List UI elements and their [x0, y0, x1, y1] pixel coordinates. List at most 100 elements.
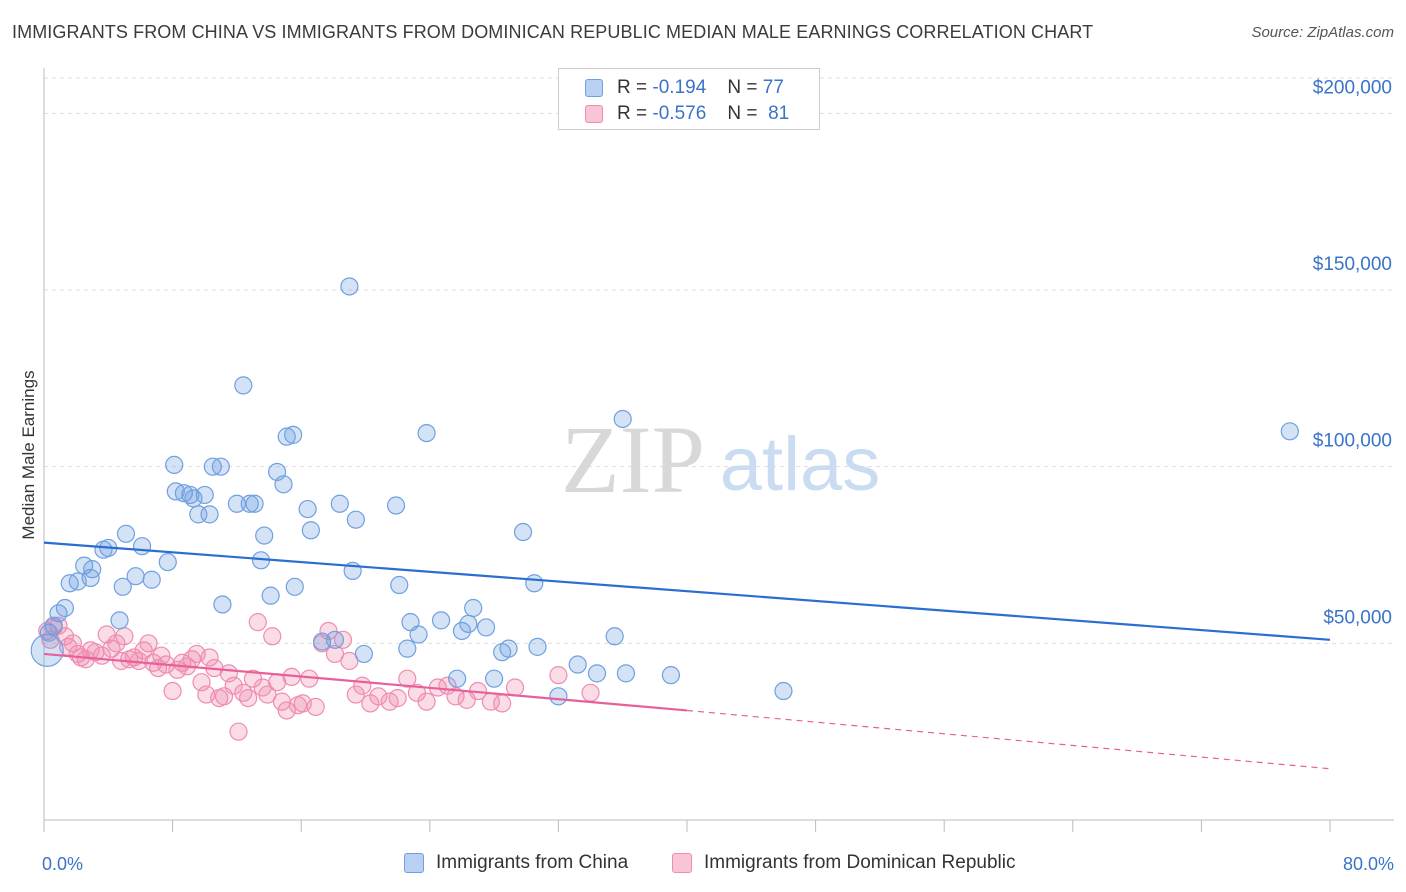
china-point: [587, 664, 607, 683]
dominican-point: [248, 613, 267, 632]
china-point: [261, 586, 280, 605]
dominican-point: [505, 678, 525, 697]
axes: [43, 68, 1394, 832]
china-point: [354, 644, 373, 664]
y-tick-label: $100,000: [1313, 431, 1392, 452]
china-point: [398, 639, 417, 658]
dominican-trend-extension: [686, 709, 1331, 770]
dominican-legend-swatch: [672, 853, 692, 873]
dominican-point: [239, 688, 258, 708]
china-point: [126, 567, 145, 586]
dominican-point: [63, 634, 83, 653]
china-point: [113, 577, 132, 596]
trend-lines: [43, 541, 1331, 770]
chart-title: IMMIGRANTS FROM CHINA VS IMMIGRANTS FROM…: [12, 22, 1094, 42]
legend-r-label: R =: [617, 103, 648, 124]
dominican-point: [229, 722, 248, 741]
y-tick-label: $150,000: [1313, 254, 1392, 275]
dominican-point: [139, 634, 158, 653]
dominican-points: [38, 613, 600, 741]
dominican-point: [353, 676, 372, 695]
china-point: [340, 277, 359, 296]
china-point: [30, 633, 64, 668]
dominican-point: [234, 683, 253, 702]
china-point: [448, 669, 467, 688]
china-point: [390, 575, 409, 595]
china-point: [417, 424, 436, 443]
dominican-point: [340, 651, 359, 671]
china-point: [1280, 422, 1299, 441]
china-point: [513, 522, 533, 542]
dominican-point: [306, 697, 325, 717]
china-point: [240, 494, 259, 513]
china-point: [213, 595, 232, 614]
watermark-atlas: atlas: [720, 422, 881, 507]
legend-n-dominican: 81: [768, 103, 790, 124]
dominican-trend-line: [43, 652, 688, 712]
legend-n-label: N =: [727, 103, 758, 124]
china-point: [613, 409, 632, 429]
dominican-point: [224, 676, 243, 695]
china-point: [476, 618, 496, 637]
china-point: [245, 494, 264, 513]
china-point: [616, 664, 636, 683]
china-point: [605, 627, 624, 646]
china-point: [525, 574, 544, 593]
dominican-point: [115, 627, 134, 646]
dominican-point: [163, 681, 182, 701]
china-point: [195, 485, 214, 505]
stats-legend: R = -0.194 N = 77 R = -0.576 N = 81: [558, 68, 820, 130]
china-point: [174, 484, 193, 503]
china-point: [431, 611, 451, 630]
china-point: [549, 687, 568, 706]
china-point: [211, 457, 230, 476]
dominican-swatch: [585, 105, 603, 123]
china-trend-line: [43, 541, 1331, 641]
y-tick-label: $50,000: [1323, 607, 1392, 628]
legend-n-china: 77: [762, 77, 784, 98]
dominican-point: [277, 701, 296, 720]
legend-r-dominican: -0.576: [652, 103, 707, 124]
china-legend-swatch: [404, 853, 424, 873]
china-point: [284, 425, 303, 444]
source-label: Source: ZipAtlas.com: [1251, 24, 1394, 41]
china-point: [661, 666, 681, 685]
china-point: [386, 496, 406, 515]
dominican-point: [263, 627, 282, 646]
china-point: [142, 570, 161, 589]
y-tick-label: $200,000: [1313, 77, 1392, 98]
legend-r-label: R =: [617, 77, 648, 98]
china-point: [499, 639, 518, 658]
dominican-point: [369, 687, 388, 706]
china-point: [568, 655, 587, 674]
china-point: [528, 637, 547, 656]
china-swatch: [585, 79, 603, 97]
dominican-point: [258, 685, 277, 704]
china-point: [464, 598, 483, 618]
dominican-point: [417, 692, 436, 711]
dominican-legend-label: Immigrants from Dominican Republic: [704, 852, 1016, 873]
china-point: [330, 494, 349, 513]
china-point: [200, 505, 219, 524]
dominican-point: [388, 688, 407, 708]
china-point: [55, 598, 74, 618]
dominican-point: [446, 687, 465, 706]
dominican-point: [200, 648, 219, 667]
dominican-point: [49, 616, 68, 635]
y-axis-label: Median Male Earnings: [19, 370, 38, 539]
china-point: [774, 681, 793, 701]
dominican-point: [549, 666, 568, 685]
china-point: [234, 376, 253, 395]
y-tick-labels: $50,000 $100,000 $150,000 $200,000: [1313, 77, 1392, 628]
china-point: [452, 621, 472, 641]
china-point: [274, 475, 293, 494]
china-point: [255, 526, 274, 545]
x-tick-min: 0.0%: [42, 854, 83, 874]
china-point: [227, 494, 246, 513]
dominican-point: [325, 644, 345, 664]
china-point: [132, 537, 152, 556]
dominican-point: [102, 639, 121, 658]
china-point: [110, 611, 129, 630]
china-point: [285, 577, 304, 596]
china-point: [158, 552, 177, 572]
